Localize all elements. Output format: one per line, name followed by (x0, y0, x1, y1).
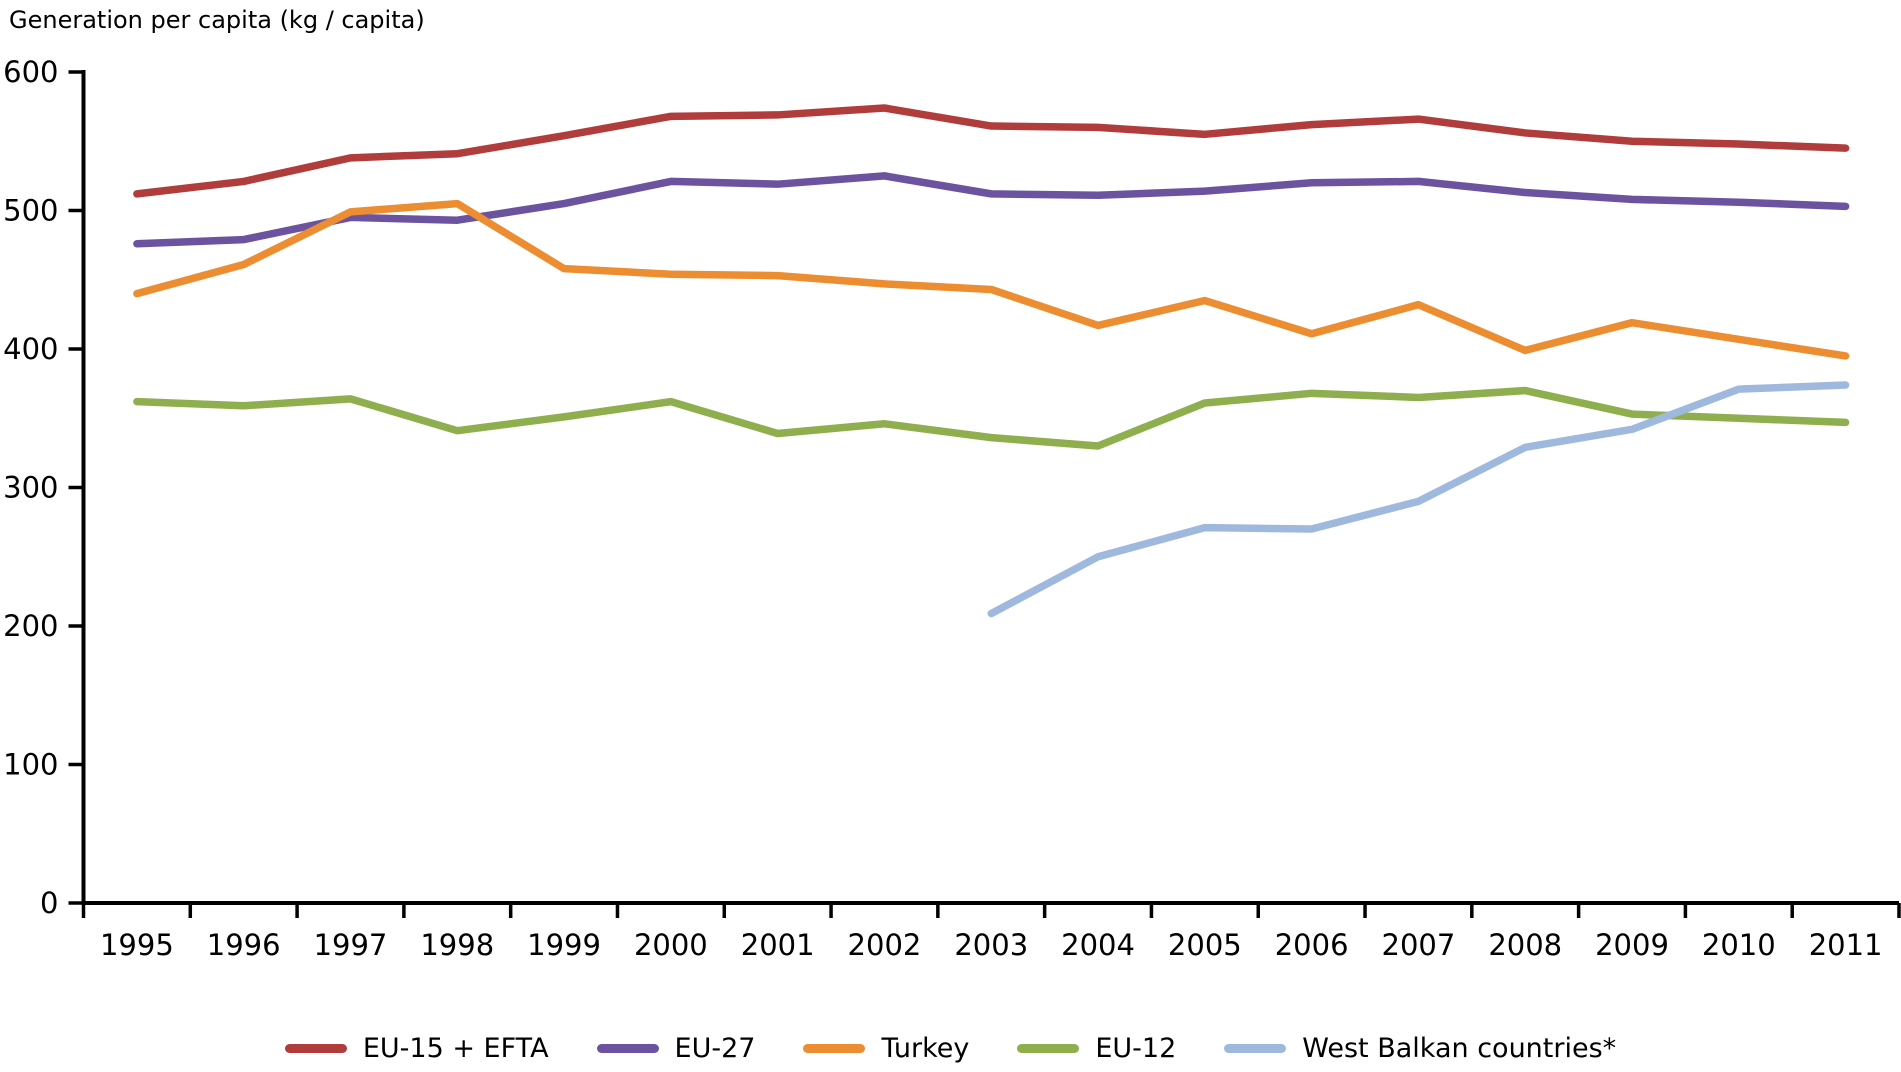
x-tick-label: 2001 (741, 928, 815, 962)
series-line-eu-27 (133, 172, 1850, 248)
x-tick-label: 2006 (1275, 928, 1349, 962)
legend-swatch-eu-12 (1017, 1043, 1080, 1053)
legend-item-eu-12: EU-12 (1017, 1033, 1176, 1064)
legend-swatch-eu-15-efta (284, 1043, 347, 1053)
x-tick-label: 2008 (1488, 928, 1562, 962)
y-tick-label: 300 (3, 471, 58, 505)
series-line-turkey (133, 199, 1850, 360)
x-tick-label: 1996 (207, 928, 281, 962)
series-line-west-balkan-countries (987, 381, 1850, 618)
y-tick-label: 500 (3, 194, 58, 228)
legend-swatch-eu-27 (596, 1043, 659, 1053)
legend-swatch-west-balkan-countries (1224, 1043, 1287, 1053)
series-line-eu-15-efta (133, 104, 1850, 198)
legend-item-turkey: Turkey (803, 1033, 969, 1064)
series-line-eu-12 (133, 386, 1850, 450)
y-tick-label: 100 (3, 748, 58, 782)
x-tick-label: 2003 (954, 928, 1028, 962)
x-tick-label: 2007 (1382, 928, 1456, 962)
x-tick-label: 2005 (1168, 928, 1242, 962)
legend-item-west-balkan-countries: West Balkan countries* (1224, 1033, 1616, 1064)
x-tick-label: 1998 (420, 928, 494, 962)
x-tick-label: 2011 (1809, 928, 1883, 962)
legend-item-eu-15-efta: EU-15 + EFTA (284, 1032, 549, 1064)
chart-title: Generation per capita (kg / capita) (9, 6, 425, 34)
y-tick-label: 0 (40, 886, 58, 920)
x-tick-label: 2002 (848, 928, 922, 962)
x-tick-label: 1995 (100, 928, 174, 962)
y-tick-label: 200 (3, 609, 58, 643)
line-chart: 0 100 200 300 400 500 600 1995 1996 1997 1998 1999 2… (3, 55, 1901, 962)
chart-legend: EU-15 + EFTA EU-27 Turkey EU-12 West Balkan … (0, 1024, 1901, 1072)
x-tick-label: 1999 (527, 928, 601, 962)
x-tick-label: 1997 (314, 928, 388, 962)
legend-label-eu-12: EU-12 (1095, 1032, 1177, 1064)
legend-label-turkey: Turkey (881, 1032, 970, 1064)
x-tick-label: 2004 (1061, 928, 1135, 962)
legend-swatch-turkey (803, 1043, 866, 1053)
legend-item-eu-27: EU-27 (596, 1032, 756, 1064)
legend-label-west-balkan-countries: West Balkan countries* (1302, 1032, 1617, 1064)
legend-label-eu-27: EU-27 (674, 1032, 756, 1064)
y-tick-label: 400 (3, 332, 58, 366)
x-tick-label: 2010 (1702, 928, 1776, 962)
x-tick-label: 2000 (634, 928, 708, 962)
x-tick-label: 2009 (1595, 928, 1669, 962)
legend-label-eu-15-efta: EU-15 + EFTA (362, 1032, 549, 1064)
y-tick-label: 600 (3, 55, 58, 89)
